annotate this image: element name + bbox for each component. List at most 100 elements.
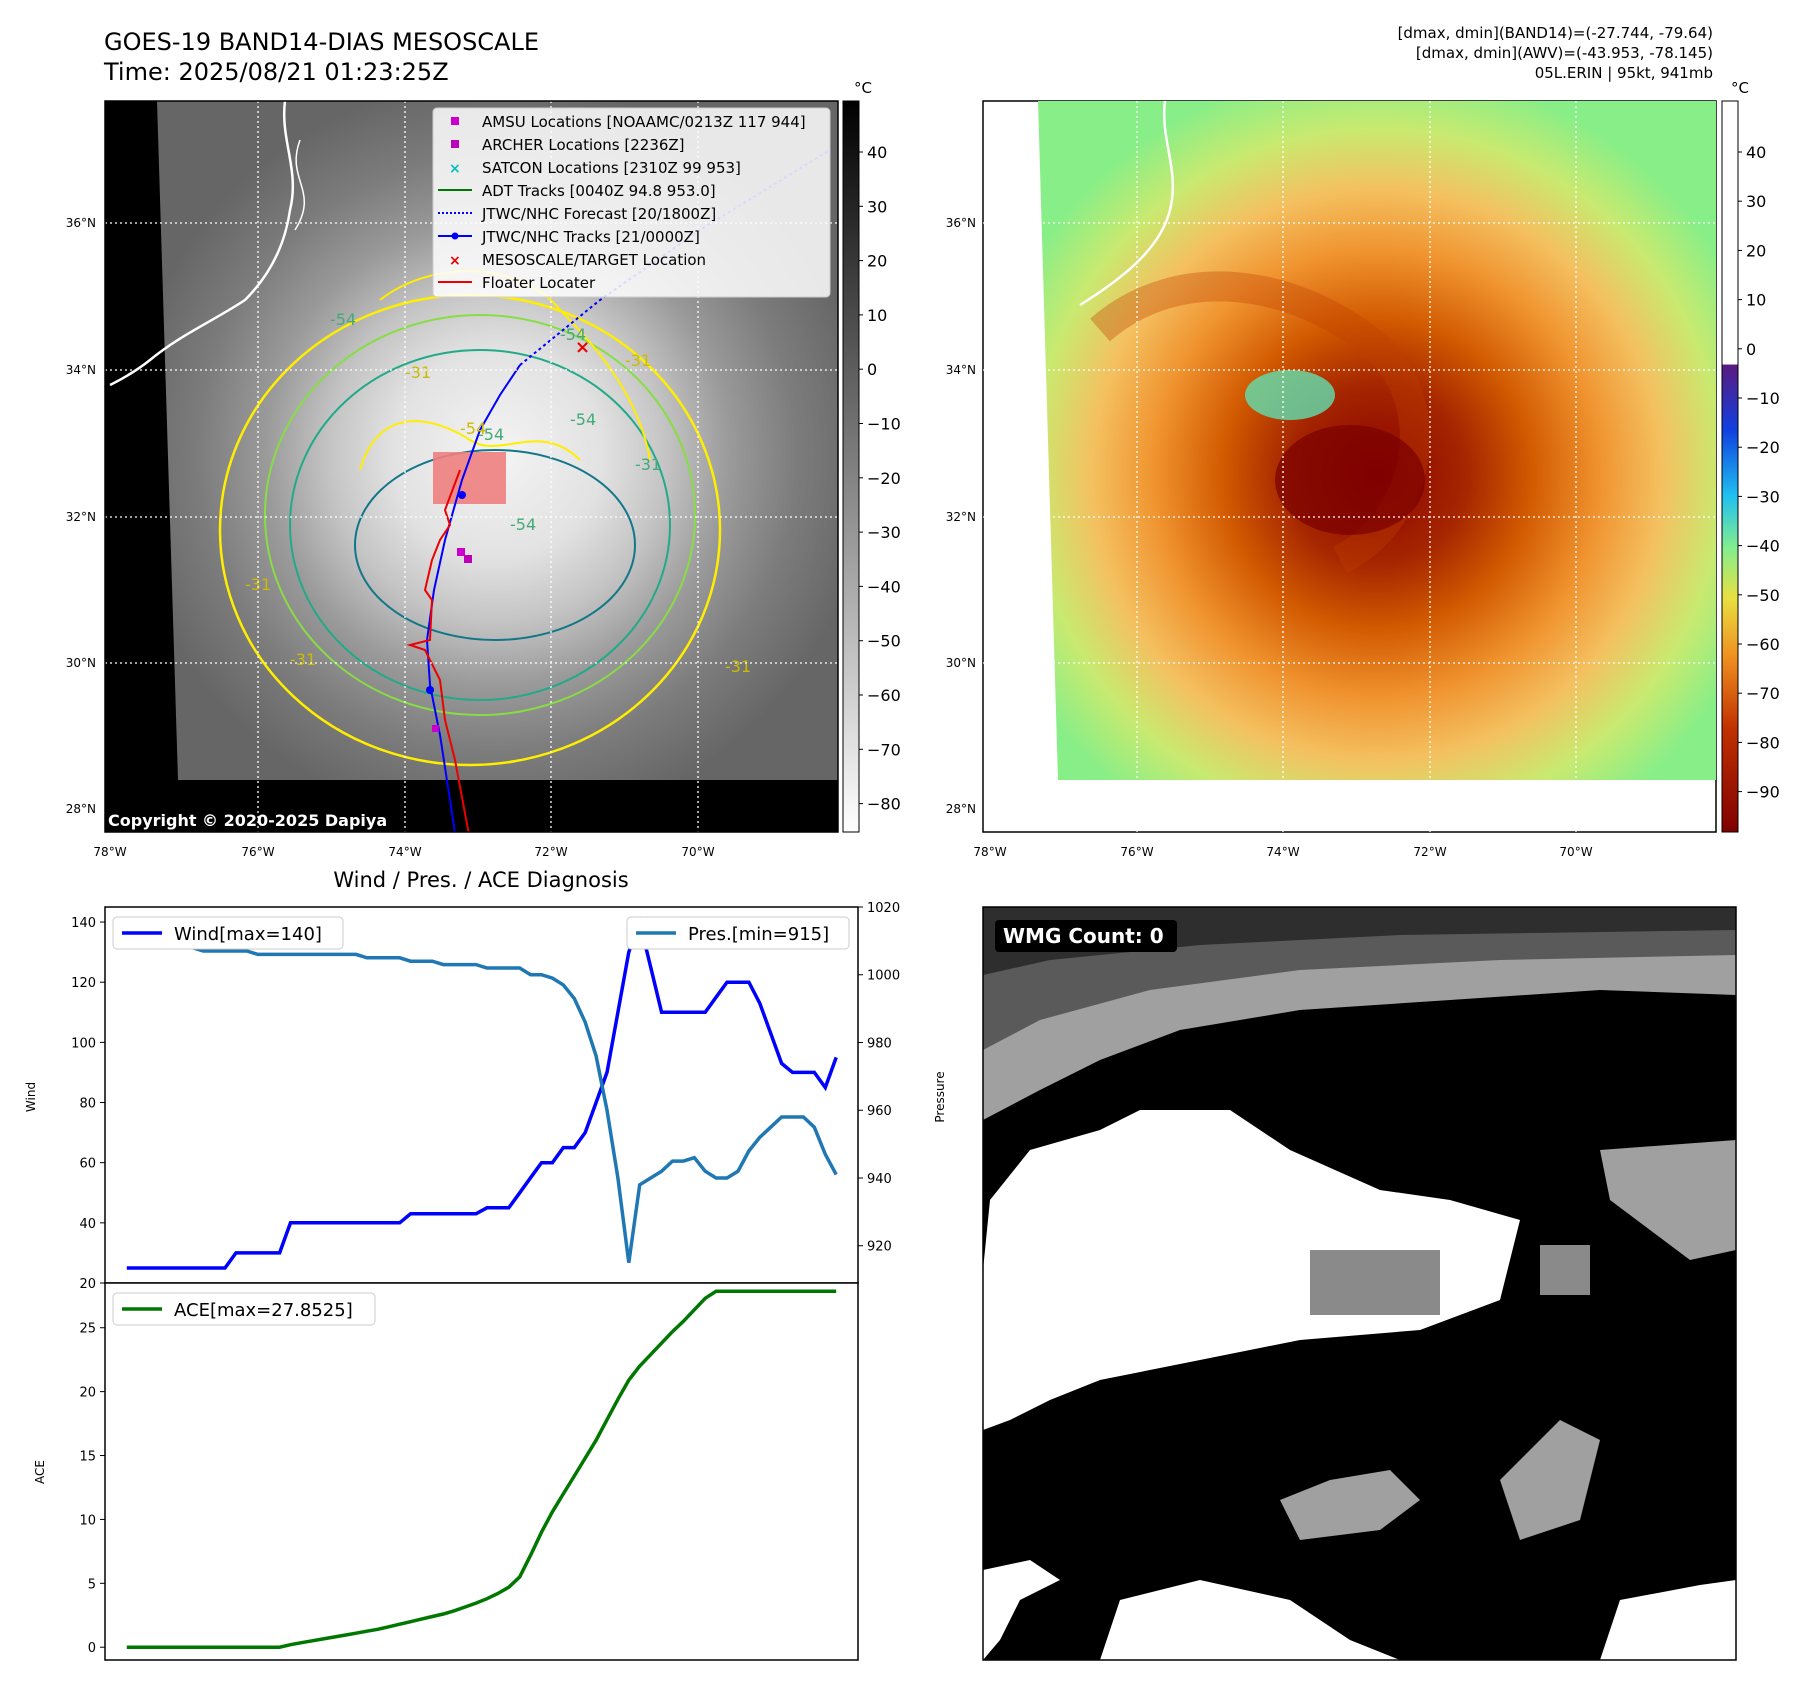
lon-label: 78°W <box>973 845 1006 859</box>
awv-colorbar-tick-label: 30 <box>1746 192 1766 211</box>
wmg-white-region <box>983 1110 1520 1430</box>
legend-satcon: SATCON Locations [2310Z 99 953] <box>482 159 741 177</box>
legend-satcon-swatch: × <box>449 161 461 177</box>
ace-series-line <box>126 1289 837 1649</box>
awv-colorbar-tick-label: −60 <box>1746 635 1780 654</box>
wmg-badge-bg <box>995 920 1177 952</box>
wind-pres-axes <box>104 906 859 1284</box>
legend-archer-swatch <box>451 140 459 148</box>
awv-gridlines <box>983 101 1716 832</box>
ir-colorbar-tick-label: −70 <box>867 740 901 759</box>
pressure-axis-tick-label: 940 <box>867 1172 892 1187</box>
lon-label: 70°W <box>681 845 714 859</box>
awv-coastline <box>1079 101 1175 307</box>
legend-amsu-swatch <box>451 117 459 125</box>
ir-colorbar-tick-label: 10 <box>867 306 887 325</box>
nhc-track-point <box>426 686 434 694</box>
ir-colorbar-tick-label: 40 <box>867 143 887 162</box>
ir-colorbar-tick-label: −40 <box>867 577 901 596</box>
awv-dry-slot <box>1245 370 1335 420</box>
lon-label: 74°W <box>1266 845 1299 859</box>
contour-label: -31 <box>725 657 751 676</box>
wind-axis-tick-label: 40 <box>79 1217 96 1232</box>
ace-axis-tick-label: 20 <box>79 1386 96 1401</box>
ir-coastline <box>109 101 295 387</box>
wmg-white-patch <box>1100 1580 1400 1660</box>
lat-label: 32°N <box>946 510 976 524</box>
legend-forecast: JTWC/NHC Forecast [20/1800Z] <box>481 205 716 223</box>
pressure-axis-tick-label: 960 <box>867 1104 892 1119</box>
awv-colorbar-tick-label: −50 <box>1746 586 1780 605</box>
awv-colorbar-tick-label: −40 <box>1746 537 1780 556</box>
ir-panel: × -54 -31 -54 -31 -54 -31 -54 -54 -31 -3… <box>104 100 839 833</box>
wmg-gray-patch <box>1310 1250 1440 1315</box>
pressure-axis-label: Pressure <box>933 1071 947 1122</box>
awv-colorbar-tick-label: 0 <box>1746 340 1756 359</box>
awv-colorbar-tick-label: −20 <box>1746 438 1780 457</box>
pressure-legend-label: Pres.[min=915] <box>688 924 829 945</box>
wind-axis-tick-label: 100 <box>71 1036 96 1051</box>
contour-inner <box>354 449 636 641</box>
ace-legend: ACE[max=27.8525] <box>112 1292 376 1326</box>
legend-target: MESOSCALE/TARGET Location <box>482 251 706 269</box>
lat-label: 34°N <box>66 363 96 377</box>
pressure-axis-tick-label: 1000 <box>867 969 900 984</box>
lat-label: 30°N <box>946 656 976 670</box>
lat-label: 36°N <box>66 216 96 230</box>
ir-axis-labels: 36°N 34°N 32°N 30°N 28°N 78°W 76°W 74°W … <box>66 216 715 859</box>
nhc-track <box>425 364 521 832</box>
wmg-white-patch <box>1600 1580 1736 1660</box>
contour-yellow-inner <box>359 420 581 471</box>
ir-coastline-2 <box>294 139 305 231</box>
ace-axes <box>104 1282 859 1661</box>
contour-teal <box>289 349 671 701</box>
ace-axis-label: ACE <box>33 1460 47 1484</box>
lat-label: 34°N <box>946 363 976 377</box>
ir-frame <box>104 100 839 833</box>
legend-adt: ADT Tracks [0040Z 94.8 953.0] <box>482 182 716 200</box>
target-marker: × <box>575 337 590 358</box>
wmg-gray-patch <box>1280 1470 1420 1540</box>
info-line2: [dmax, dmin](AWV)=(-43.953, -78.145) <box>1416 44 1713 62</box>
awv-colorbar-tick-label: −80 <box>1746 733 1780 752</box>
contour-label: -54 <box>560 325 586 344</box>
lon-label: 76°W <box>1120 845 1153 859</box>
wmg-frame <box>982 906 1737 1661</box>
wind-series-line <box>126 915 838 1270</box>
archer-marker <box>464 555 472 563</box>
floater-track <box>406 469 470 832</box>
awv-colorbar-unit: °C <box>1731 79 1749 97</box>
ir-colorbar-tick-label: 30 <box>867 197 887 216</box>
ace-axis-tick-label: 15 <box>79 1450 96 1465</box>
pressure-axis-tick-label: 920 <box>867 1240 892 1255</box>
contour-label: -31 <box>245 575 271 594</box>
wind-axis-tick-label: 80 <box>79 1097 96 1112</box>
ace-axis-tick-label: 25 <box>79 1322 96 1337</box>
lon-label: 70°W <box>1559 845 1592 859</box>
wmg-gray-patch <box>1540 1245 1590 1295</box>
wmg-gray-patch <box>1500 1420 1600 1540</box>
lat-label: 32°N <box>66 510 96 524</box>
lon-label: 72°W <box>1413 845 1446 859</box>
lon-label: 78°W <box>93 845 126 859</box>
contour-label: -31 <box>290 650 316 669</box>
wind-axis-tick-label: 20 <box>79 1277 96 1292</box>
lat-label: 28°N <box>946 802 976 816</box>
pressure-axis-tick-label: 1020 <box>867 901 900 916</box>
awv-colorbar-tick-label: −10 <box>1746 389 1780 408</box>
legend-amsu: AMSU Locations [NOAAMC/0213Z 117 944] <box>482 113 806 131</box>
wind-axis-tick-label: 60 <box>79 1157 96 1172</box>
lon-label: 72°W <box>534 845 567 859</box>
wmg-badge: WMG Count: 0 <box>1003 924 1164 948</box>
ir-colorbar-tick-label: −50 <box>867 632 901 651</box>
info-line1: [dmax, dmin](BAND14)=(-27.744, -79.64) <box>1398 24 1713 42</box>
awv-colorbar: °C 40 30 20 10 0 −10 −20 −30 −40 −50 −60 −70 −80 −90 <box>1721 79 1780 833</box>
ir-legend: AMSU Locations [NOAAMC/0213Z 117 944] AR… <box>432 107 831 298</box>
wind-axis-label: Wind <box>24 1082 38 1112</box>
contour-label: -54 <box>330 310 356 329</box>
wmg-gray-patch <box>1600 1140 1736 1260</box>
lat-label: 36°N <box>946 216 976 230</box>
ir-colorbar-tick-label: −20 <box>867 469 901 488</box>
legend-target-swatch: × <box>449 253 461 269</box>
